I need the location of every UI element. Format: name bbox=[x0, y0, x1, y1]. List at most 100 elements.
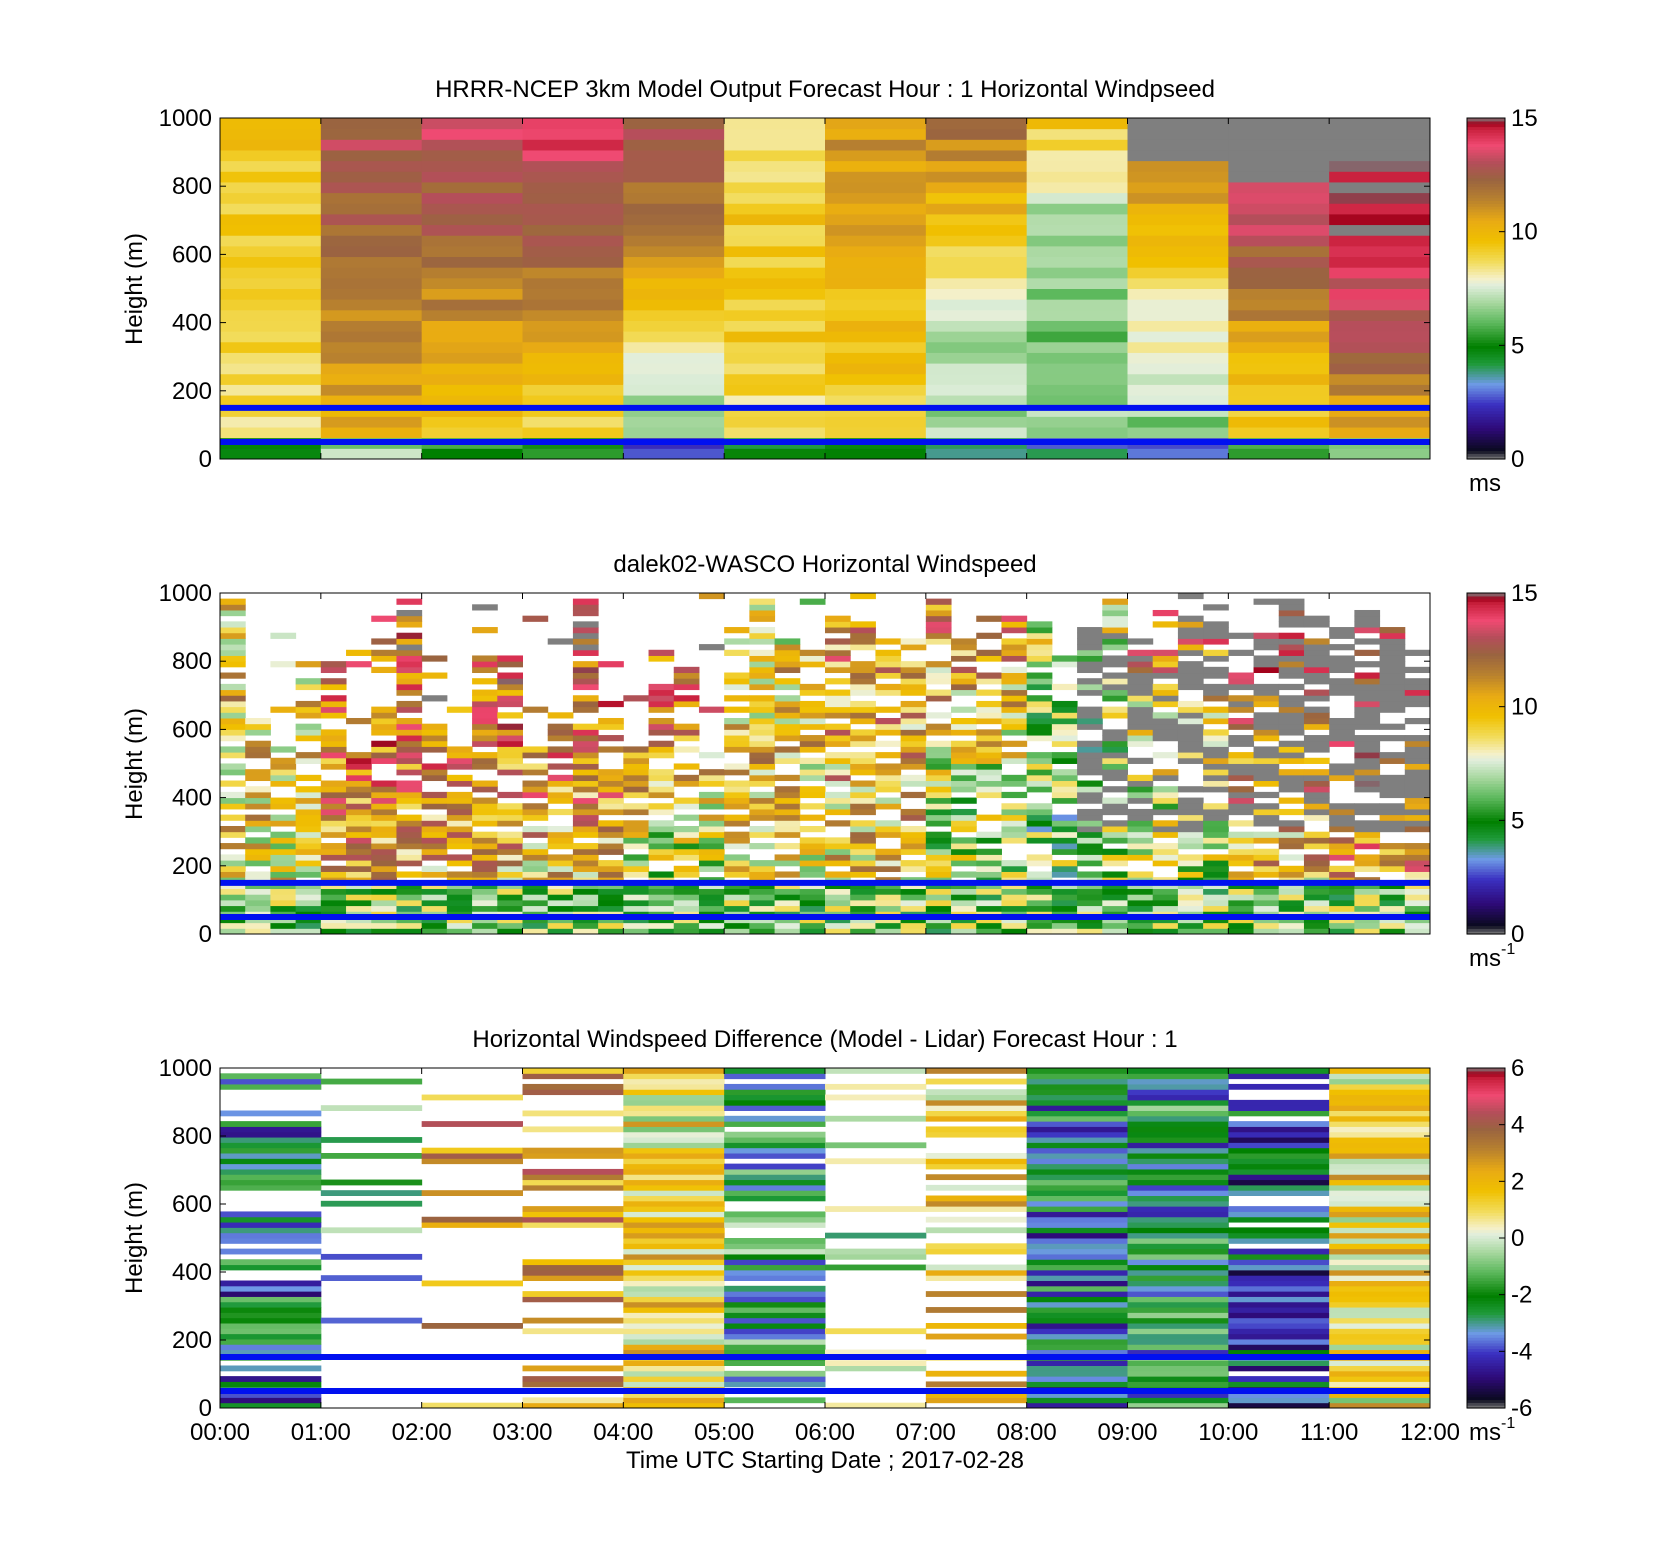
heatmap-cell bbox=[648, 683, 675, 691]
heatmap-cell bbox=[1026, 1211, 1128, 1218]
heatmap-cell bbox=[774, 808, 801, 816]
heatmap-cell bbox=[421, 320, 523, 332]
heatmap-cell bbox=[976, 837, 1002, 844]
colorbar-segment bbox=[1467, 177, 1505, 182]
heatmap-cell bbox=[951, 666, 977, 674]
colorbar-segment bbox=[1467, 797, 1505, 802]
colorbar-segment bbox=[1467, 368, 1505, 372]
heatmap-cell bbox=[698, 644, 725, 651]
heatmap-cell bbox=[1127, 1200, 1229, 1207]
heatmap-cell bbox=[522, 1168, 624, 1175]
heatmap-cell bbox=[1354, 831, 1381, 838]
heatmap-cell bbox=[421, 363, 523, 375]
heatmap-cell bbox=[572, 598, 599, 605]
heatmap-cell bbox=[1278, 922, 1305, 929]
heatmap-cell bbox=[925, 803, 952, 810]
heatmap-cell bbox=[825, 395, 927, 407]
heatmap-cell bbox=[396, 922, 423, 929]
heatmap-cell bbox=[1228, 1190, 1330, 1196]
heatmap-cell bbox=[724, 854, 750, 861]
colorbar-segment bbox=[1467, 1093, 1505, 1097]
heatmap-cell bbox=[1001, 899, 1028, 907]
heatmap-cell bbox=[976, 786, 1002, 793]
heatmap-cell bbox=[1228, 791, 1255, 799]
heatmap-cell bbox=[623, 1381, 725, 1388]
heatmap-cell bbox=[421, 735, 448, 742]
heatmap-cell bbox=[522, 825, 549, 833]
colorbar-segment bbox=[1467, 735, 1505, 739]
heatmap-cell bbox=[1001, 683, 1028, 691]
heatmap-cell bbox=[875, 661, 902, 668]
heatmap-cell bbox=[446, 825, 473, 833]
heatmap-cell bbox=[1026, 808, 1053, 816]
heatmap-cell bbox=[623, 309, 725, 321]
heatmap-cell bbox=[1329, 331, 1430, 343]
heatmap-cell bbox=[346, 803, 372, 810]
heatmap-cell bbox=[220, 717, 246, 725]
heatmap-cell bbox=[1203, 814, 1229, 821]
heatmap-cell bbox=[799, 723, 826, 730]
colorbar-unit-label: ms-1 bbox=[1469, 941, 1515, 972]
heatmap-cell bbox=[1177, 712, 1204, 719]
heatmap-cell bbox=[1026, 1291, 1128, 1297]
heatmap-cell bbox=[295, 735, 322, 742]
heatmap-cell bbox=[648, 695, 675, 702]
heatmap-cell bbox=[1329, 848, 1355, 855]
heatmap-cell bbox=[951, 860, 977, 867]
heatmap-cell bbox=[1203, 860, 1229, 867]
heatmap-cell bbox=[547, 831, 574, 838]
heatmap-cell bbox=[320, 757, 347, 764]
heatmap-cell bbox=[320, 1153, 423, 1159]
heatmap-cell bbox=[1379, 780, 1406, 787]
heatmap-cell bbox=[1127, 288, 1229, 300]
heatmap-cell bbox=[1404, 649, 1430, 656]
heatmap-cell bbox=[1303, 695, 1330, 702]
heatmap-cell bbox=[799, 689, 826, 696]
y-tick-label: 200 bbox=[172, 853, 212, 880]
heatmap-cell bbox=[1303, 644, 1330, 651]
heatmap-cell bbox=[295, 706, 322, 713]
heatmap-cell bbox=[724, 373, 826, 385]
heatmap-cell bbox=[1127, 831, 1154, 838]
heatmap-cell bbox=[951, 706, 977, 713]
heatmap-cell bbox=[875, 763, 902, 770]
heatmap-cell bbox=[825, 1158, 927, 1165]
heatmap-cell bbox=[522, 1153, 624, 1159]
heatmap-cell bbox=[1329, 808, 1355, 816]
heatmap-cell bbox=[850, 661, 876, 668]
heatmap-cell bbox=[598, 723, 624, 730]
colorbar-segment bbox=[1467, 379, 1505, 383]
colorbar-segment bbox=[1467, 1362, 1505, 1367]
colorbar-segment bbox=[1467, 1243, 1505, 1248]
heatmap-cell bbox=[320, 277, 423, 289]
heatmap-cell bbox=[1379, 638, 1406, 645]
heatmap-cell bbox=[522, 373, 624, 385]
heatmap-cell bbox=[976, 689, 1002, 696]
heatmap-cell bbox=[724, 882, 750, 890]
colorbar-segment bbox=[1467, 243, 1505, 247]
colorbar-segment bbox=[1467, 169, 1505, 173]
heatmap-cell bbox=[673, 831, 700, 838]
heatmap-cell bbox=[346, 882, 372, 890]
heatmap-cell bbox=[1152, 689, 1179, 696]
heatmap-cell bbox=[1152, 860, 1179, 867]
heatmap-cell bbox=[724, 1285, 826, 1292]
heatmap-cell bbox=[951, 848, 977, 855]
heatmap-cell bbox=[925, 160, 1028, 172]
heatmap-cell bbox=[1404, 905, 1430, 912]
heatmap-cell bbox=[1127, 1131, 1229, 1138]
heatmap-cell bbox=[850, 820, 876, 827]
heatmap-cell bbox=[270, 865, 297, 872]
heatmap-cell bbox=[1026, 1253, 1128, 1260]
heatmap-cell bbox=[1127, 1163, 1229, 1170]
heatmap-cell bbox=[724, 1253, 826, 1260]
colorbar-segment bbox=[1467, 405, 1505, 409]
heatmap-cell bbox=[1026, 1259, 1128, 1266]
heatmap-cell bbox=[724, 288, 826, 300]
heatmap-cell bbox=[522, 1376, 624, 1382]
heatmap-cell bbox=[749, 678, 776, 685]
heatmap-cell bbox=[623, 1376, 725, 1382]
heatmap-cell bbox=[1203, 854, 1229, 861]
heatmap-cell bbox=[850, 803, 876, 810]
heatmap-cell bbox=[572, 865, 599, 872]
